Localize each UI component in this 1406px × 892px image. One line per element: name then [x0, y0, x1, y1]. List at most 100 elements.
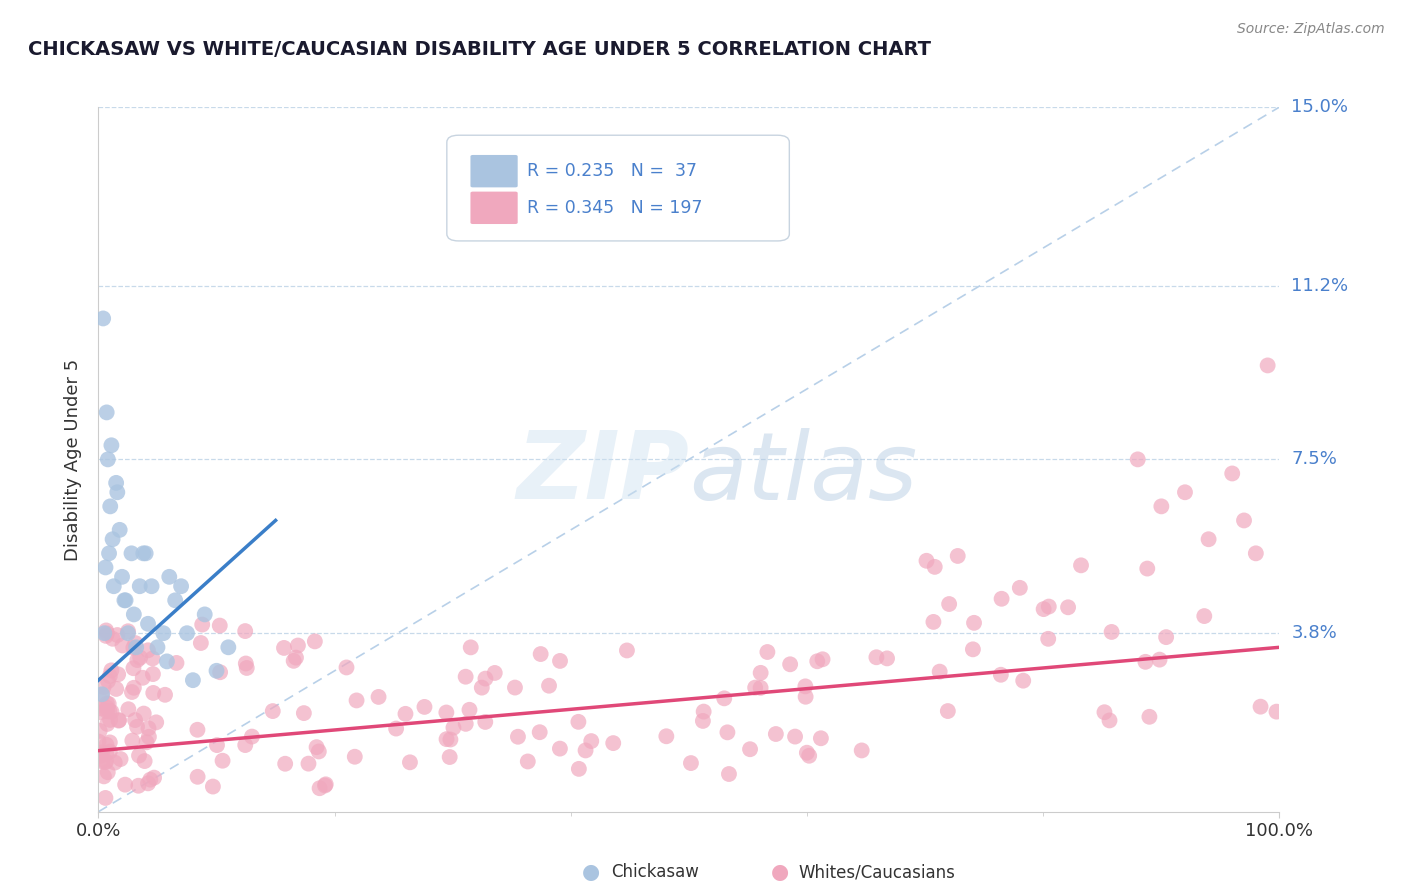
Point [98, 713, 121, 727]
Point [98, 669, 121, 683]
Point [211, 754, 233, 768]
Text: CHICKASAW VS WHITE/CAUCASIAN DISABILITY AGE UNDER 5 CORRELATION CHART: CHICKASAW VS WHITE/CAUCASIAN DISABILITY … [28, 40, 931, 59]
Point [928, 665, 950, 679]
Point [110, 752, 132, 766]
Point [1012, 673, 1035, 688]
Point [125, 720, 148, 734]
Point [91, 755, 114, 769]
Point [104, 756, 127, 770]
Point [990, 591, 1012, 606]
Point [692, 705, 714, 719]
Point [194, 607, 217, 622]
Point [1244, 546, 1267, 560]
Point [97, 673, 120, 688]
Point [314, 779, 336, 793]
Point [537, 679, 560, 693]
Point [90, 706, 112, 720]
Point [963, 615, 986, 630]
Point [876, 651, 898, 665]
Text: atlas: atlas [689, 428, 917, 519]
Point [292, 706, 315, 720]
Point [209, 665, 232, 680]
Point [98, 500, 121, 514]
Point [96, 626, 118, 640]
Point [308, 781, 330, 796]
Point [111, 570, 134, 584]
Point [186, 723, 208, 737]
Point [749, 681, 772, 695]
Text: R = 0.345   N = 197: R = 0.345 N = 197 [527, 199, 703, 217]
Point [474, 714, 496, 729]
Point [87, 734, 110, 748]
Point [139, 772, 162, 787]
Point [1008, 581, 1031, 595]
Point [503, 681, 526, 695]
Point [191, 617, 214, 632]
Point [124, 636, 146, 650]
Point [936, 704, 959, 718]
Point [135, 546, 157, 560]
Point [105, 475, 128, 490]
Point [93, 769, 115, 783]
Point [124, 713, 146, 727]
Point [756, 645, 779, 659]
Point [574, 743, 596, 757]
Point [122, 681, 145, 695]
Point [91, 687, 114, 701]
Point [716, 725, 738, 739]
Point [108, 713, 131, 727]
Point [141, 651, 163, 665]
Point [114, 778, 136, 792]
Point [93, 680, 115, 694]
Point [101, 533, 124, 547]
Point [117, 626, 139, 640]
Point [1135, 655, 1157, 669]
Point [127, 653, 149, 667]
Point [138, 730, 160, 744]
Point [94, 756, 117, 770]
Point [655, 729, 678, 743]
Point [865, 650, 887, 665]
Point [938, 597, 960, 611]
Point [806, 654, 828, 668]
Point [1194, 609, 1216, 624]
Point [96, 717, 118, 731]
Point [779, 657, 801, 672]
Y-axis label: Disability Age Under 5: Disability Age Under 5 [65, 359, 83, 560]
Point [105, 628, 128, 642]
Point [367, 690, 389, 704]
Text: ZIP: ZIP [516, 427, 689, 519]
Point [181, 673, 204, 688]
Point [765, 727, 787, 741]
Point [304, 634, 326, 648]
Point [107, 714, 129, 728]
Point [990, 667, 1012, 681]
Point [141, 579, 163, 593]
Point [1032, 602, 1054, 616]
Point [122, 607, 145, 622]
Point [1154, 630, 1177, 644]
Point [287, 639, 309, 653]
Point [343, 749, 366, 764]
Point [796, 746, 818, 760]
Point [799, 748, 821, 763]
Point [1198, 533, 1220, 547]
Point [548, 654, 571, 668]
Point [136, 643, 159, 657]
Point [122, 640, 145, 655]
Point [962, 642, 984, 657]
Point [205, 738, 228, 752]
Point [201, 780, 224, 794]
Point [94, 629, 117, 643]
Point [152, 626, 174, 640]
Text: R = 0.235   N =  37: R = 0.235 N = 37 [527, 162, 697, 180]
Point [235, 657, 257, 671]
Point [90, 748, 112, 763]
Point [616, 643, 638, 657]
Point [794, 690, 817, 704]
Point [1098, 714, 1121, 728]
Point [233, 738, 256, 752]
Point [484, 665, 506, 680]
Point [273, 640, 295, 655]
Point [285, 650, 308, 665]
